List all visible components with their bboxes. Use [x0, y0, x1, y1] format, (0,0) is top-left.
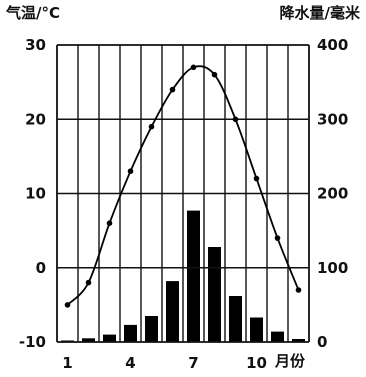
precipitation-bar — [124, 324, 137, 342]
temperature-point — [274, 235, 281, 241]
temperature-point — [190, 64, 197, 71]
temperature-point — [148, 123, 155, 130]
temperature-point — [232, 116, 239, 123]
precipitation-bar — [292, 339, 305, 342]
precipitation-bar — [82, 338, 95, 342]
precipitation-bar — [103, 334, 116, 342]
month-tick-label: 10 — [246, 354, 267, 372]
precipitation-tick-label: 400 — [317, 36, 348, 54]
temperature-point — [64, 302, 71, 308]
temperature-point — [106, 220, 113, 226]
temperature-tick-label: 10 — [25, 185, 46, 203]
temperature-tick-label: 20 — [25, 110, 46, 128]
precipitation-bar — [166, 281, 179, 342]
precipitation-bar — [145, 316, 158, 342]
precipitation-bar — [250, 317, 263, 342]
temperature-point — [253, 175, 260, 182]
precipitation-tick-label: 300 — [317, 110, 348, 128]
precipitation-tick-label: 200 — [317, 185, 348, 203]
precipitation-bar — [229, 296, 242, 342]
month-tick-label: 1 — [62, 354, 72, 372]
month-tick-label: 4 — [125, 354, 135, 372]
temperature-point — [169, 86, 176, 93]
temperature-point — [85, 279, 92, 286]
temperature-tick-label: 30 — [25, 36, 46, 54]
precipitation-axis-label: 降水量/毫米 — [279, 4, 360, 22]
x-unit-label: 月份 — [275, 352, 306, 370]
temperature-line — [66, 65, 300, 306]
temperature-tick-label: 0 — [36, 259, 46, 277]
temperature-tick-label: -10 — [19, 333, 46, 351]
precipitation-tick-label: 0 — [317, 333, 327, 351]
temperature-point — [295, 287, 302, 293]
temperature-point — [211, 71, 218, 78]
temperature-point — [127, 168, 134, 174]
precipitation-bar — [271, 331, 284, 342]
temperature-axis-label: 气温/°C — [6, 4, 60, 22]
precipitation-bar — [208, 247, 221, 342]
precipitation-tick-label: 100 — [317, 259, 348, 277]
month-tick-label: 7 — [188, 354, 198, 372]
precipitation-bar — [187, 210, 200, 342]
